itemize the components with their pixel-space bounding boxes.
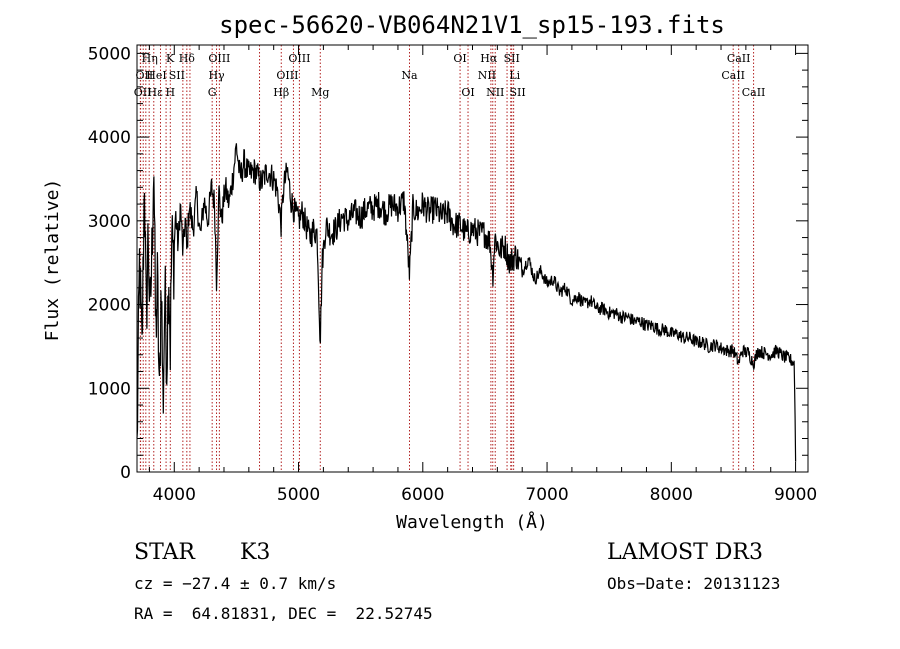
coordinates: RA = 64.81831, DEC = 22.52745 (134, 604, 433, 623)
axis-ticks: 4000 5000 6000 7000 8000 9000 0 1000 2000 3000 400… (88, 44, 817, 505)
line-label-11: SII (169, 69, 185, 82)
line-label-8: CaII (727, 52, 751, 65)
line-label-26: SII (510, 86, 526, 99)
line-label-17: CaII (721, 69, 745, 82)
line-label-4: OIII (288, 52, 310, 65)
line-label-25: NII (486, 86, 504, 99)
line-label-18: OII (134, 86, 152, 99)
line-label-23: Mg (311, 86, 329, 99)
y-tick-label-4: 4000 (88, 128, 131, 148)
line-label-21: G (208, 86, 217, 99)
line-label-3: OIII (208, 52, 230, 65)
x-tick-label-2: 6000 (401, 485, 444, 505)
line-label-2: Hδ (179, 52, 196, 65)
line-label-27: CaII (742, 86, 766, 99)
line-label-15: NII (478, 69, 496, 82)
spectrum-series (136, 143, 797, 462)
x-tick-label-4: 8000 (650, 485, 693, 505)
line-label-7: SII (504, 52, 520, 65)
line-label-16: Li (509, 69, 520, 82)
line-label-12: Hγ (208, 69, 225, 82)
object-subclass: K3 (240, 540, 271, 565)
x-tick-label-1: 5000 (277, 485, 320, 505)
line-label-10: HeI (146, 69, 166, 82)
y-tick-label-2: 2000 (88, 296, 131, 316)
y-axis-label: Flux (relative) (42, 179, 63, 342)
line-label-5: OI (453, 52, 466, 65)
observation-date: Obs−Date: 20131123 (607, 574, 781, 593)
x-tick-label-5: 9000 (774, 485, 817, 505)
y-tick-label-1: 1000 (88, 379, 131, 399)
y-tick-label-3: 3000 (88, 212, 131, 232)
x-tick-label-0: 4000 (153, 485, 196, 505)
redshift-cz: cz = −27.4 ± 0.7 km/s (134, 574, 337, 593)
line-label-9: OII (135, 69, 153, 82)
line-label-19: Hε (148, 86, 164, 99)
line-label-20: H (166, 86, 176, 99)
plot-frame (136, 44, 809, 473)
x-axis-label: Wavelength (Å) (396, 511, 548, 533)
object-class: STAR (134, 540, 195, 565)
line-label-13: OIII (276, 69, 298, 82)
x-tick-label-3: 7000 (525, 485, 568, 505)
y-tick-label-0: 0 (120, 463, 131, 483)
line-label-6: Hα (480, 52, 498, 65)
line-label-14: Na (401, 69, 418, 82)
line-label-22: Hβ (273, 86, 289, 99)
line-label-24: OI (461, 86, 474, 99)
line-label-1: K (166, 52, 175, 65)
line-label-0: Hη (142, 52, 158, 65)
spectral-line-markers (139, 45, 755, 472)
survey-name: LAMOST DR3 (607, 540, 763, 565)
y-tick-label-5: 5000 (88, 44, 131, 64)
chart-title: spec-56620-VB064N21V1_sp15-193.fits (219, 11, 725, 39)
